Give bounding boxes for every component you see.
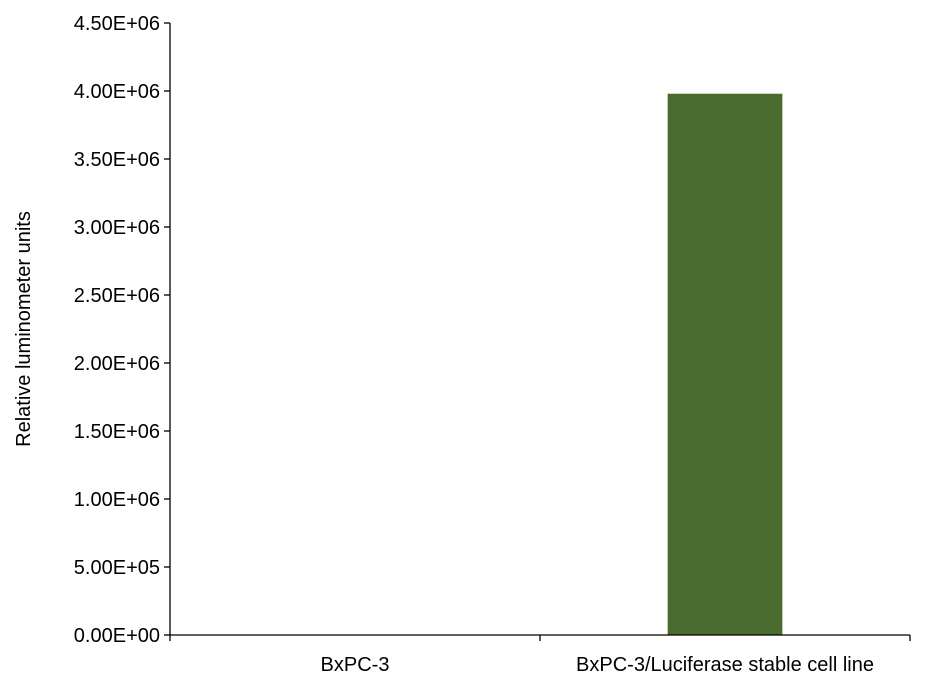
y-tick-label: 4.00E+06 — [74, 81, 160, 103]
x-category-label: BxPC-3/Luciferase stable cell line — [576, 654, 874, 676]
bar — [667, 93, 783, 636]
x-category-label: BxPC-3 — [321, 654, 390, 676]
y-tick-label: 4.50E+06 — [74, 13, 160, 35]
y-tick-label: 2.50E+06 — [74, 285, 160, 307]
y-tick-label: 3.50E+06 — [74, 149, 160, 171]
y-tick-label: 3.00E+06 — [74, 217, 160, 239]
y-tick-label: 1.50E+06 — [74, 421, 160, 443]
y-tick-label: 1.00E+06 — [74, 489, 160, 511]
y-tick-label: 0.00E+00 — [74, 625, 160, 647]
y-tick-label: 2.00E+06 — [74, 353, 160, 375]
x-axis-ticks: BxPC-3 BxPC-3/Luciferase stable cell line — [169, 635, 911, 676]
bars — [667, 93, 783, 636]
y-axis-ticks: 0.00E+00 5.00E+05 1.00E+06 1.50E+06 2.00E+06… — [74, 13, 170, 647]
y-axis-title: Relative luminometer units — [13, 211, 35, 447]
y-tick-label: 5.00E+05 — [74, 557, 160, 579]
